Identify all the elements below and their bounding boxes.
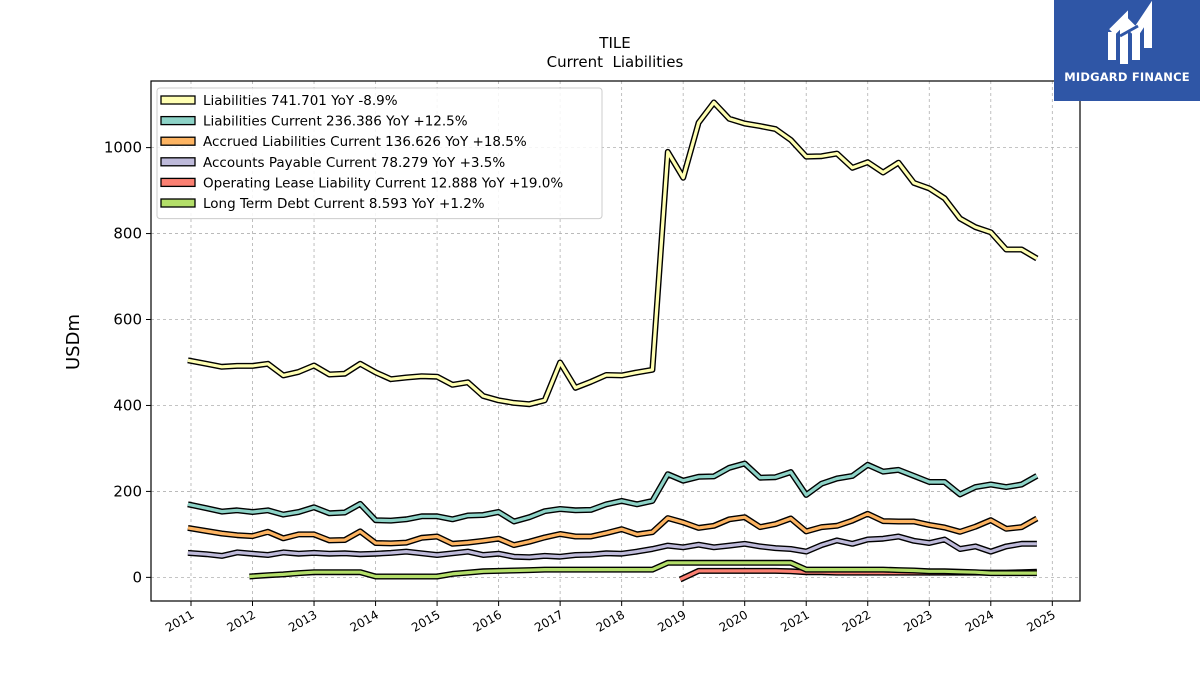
y-tick-label: 400	[113, 396, 142, 414]
legend-swatch	[160, 95, 196, 105]
legend-label: Long Term Debt Current 8.593 YoY +1.2%	[203, 196, 485, 212]
midgard-finance-logo-icon	[1108, 0, 1152, 64]
legend-swatch	[160, 115, 196, 126]
legend-label: Liabilities 741.701 YoY -8.9%	[203, 93, 398, 109]
series-line	[187, 512, 1038, 547]
series-lines	[187, 99, 1039, 583]
legend-swatch	[160, 157, 196, 167]
legend: Liabilities 741.701 YoY -8.9% Liabilities…	[156, 87, 603, 220]
legend-label: Operating Lease Liability Current 12.888…	[203, 175, 563, 191]
y-tick-label: 800	[113, 225, 142, 243]
brand-logo: MIDGARD FINANCE	[1054, 0, 1200, 101]
series-long-term-debt-current	[249, 559, 1037, 580]
legend-label: Liabilities Current 236.386 YoY +12.5%	[203, 114, 468, 130]
series-line	[187, 461, 1038, 524]
series-line	[187, 534, 1037, 559]
y-axis-label: USDm	[63, 314, 84, 370]
chart-title: TILE	[598, 34, 630, 52]
series-liabilities-current	[187, 460, 1039, 525]
y-tick-label: 200	[113, 482, 142, 500]
series-line	[249, 561, 1037, 579]
legend-swatch	[160, 198, 196, 208]
y-tick-label: 0	[132, 568, 142, 586]
legend-label: Accrued Liabilities Current 136.626 YoY …	[203, 134, 527, 150]
series-liabilities	[187, 99, 1039, 408]
series-line	[187, 100, 1038, 406]
y-tick-label: 600	[113, 311, 142, 329]
y-tick-label: 1000	[104, 139, 142, 157]
brand-name: MIDGARD FINANCE	[1064, 70, 1190, 84]
chart-subtitle: Current Liabilities	[547, 53, 684, 71]
legend-swatch	[160, 136, 196, 146]
series-accounts-payable-current	[187, 533, 1037, 561]
series-accrued-liabilities-current	[187, 510, 1039, 549]
legend-label: Accounts Payable Current 78.279 YoY +3.5…	[203, 155, 505, 171]
legend-box	[156, 87, 603, 220]
plot-area-frame	[150, 80, 1081, 602]
legend-swatch	[160, 177, 196, 188]
